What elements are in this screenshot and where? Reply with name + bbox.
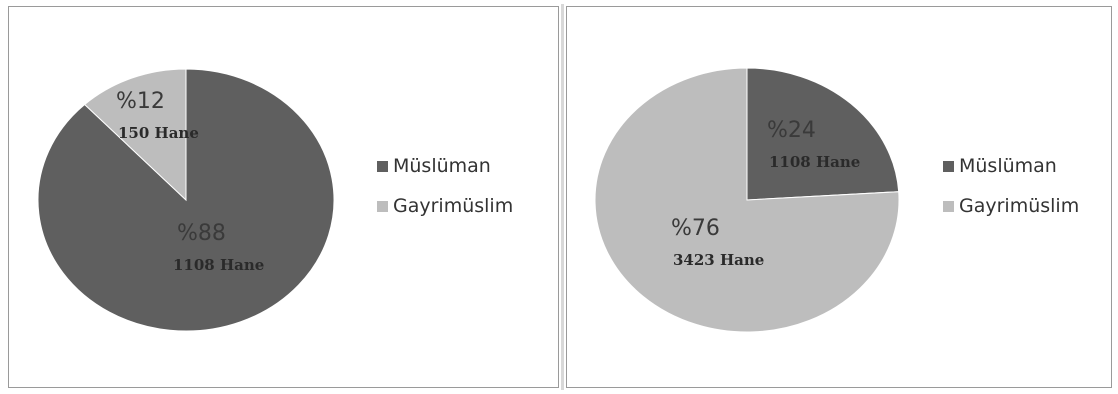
panel-divider	[561, 4, 564, 390]
slice-count-label: 1108 Hane	[173, 256, 264, 274]
slice-percent-label: %88	[177, 221, 226, 246]
slice-percent-label: %12	[116, 89, 165, 114]
legend-label: Müslüman	[959, 155, 1057, 177]
pie-chart-right: %24 1108 Hane %76 3423 Hane Müslüman Gayrimüs…	[594, 67, 1079, 333]
legend-swatch	[377, 161, 388, 172]
pie-chart-panel-left: %88 1108 Hane %12 150 Hane Müslüman Gayrimüsl…	[8, 6, 559, 388]
pie-slice-non-muslim	[594, 67, 900, 333]
slice-count-label: 150 Hane	[118, 124, 199, 142]
pie-slice-non-muslim	[83, 68, 187, 202]
slice-percent-label: %76	[671, 216, 720, 241]
slice-percent-label: %24	[767, 118, 816, 143]
legend-swatch	[377, 201, 388, 212]
legend-label: Gayrimüslim	[959, 195, 1079, 217]
slice-count-label: 3423 Hane	[673, 251, 764, 269]
pie-chart-left: %88 1108 Hane %12 150 Hane Müslüman Gayrimüsl…	[37, 68, 513, 332]
legend-label: Gayrimüslim	[393, 195, 513, 217]
pie-chart-panel-right: %24 1108 Hane %76 3423 Hane Müslüman Gayrimüs…	[566, 6, 1112, 388]
legend-label: Müslüman	[393, 155, 491, 177]
legend-swatch	[943, 161, 954, 172]
slice-count-label: 1108 Hane	[769, 153, 860, 171]
pie-slice-muslim	[746, 67, 900, 201]
legend-swatch	[943, 201, 954, 212]
